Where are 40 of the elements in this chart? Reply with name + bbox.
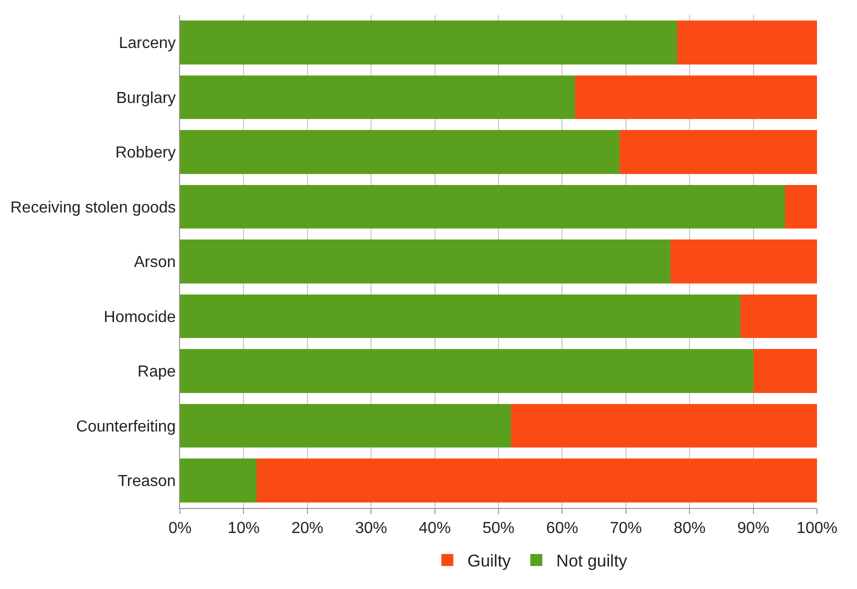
bar bbox=[511, 404, 817, 448]
x-tick-label: 50% bbox=[482, 520, 515, 538]
bar bbox=[180, 294, 741, 338]
bar bbox=[180, 184, 786, 229]
x-tick-label: 80% bbox=[674, 520, 706, 538]
x-tick-label: 0% bbox=[168, 520, 192, 538]
legend-label: Not guilty bbox=[556, 552, 628, 571]
y-tick-label: Homocide bbox=[104, 308, 176, 326]
x-tick-label: 20% bbox=[291, 520, 324, 538]
x-tick-label: 90% bbox=[737, 520, 770, 538]
bar bbox=[620, 130, 817, 174]
y-tick-label: Larceny bbox=[118, 34, 176, 52]
bar bbox=[753, 349, 817, 393]
bar bbox=[180, 404, 512, 448]
x-tick-label: 60% bbox=[546, 520, 578, 538]
bar bbox=[785, 184, 817, 229]
y-tick-label: Robbery bbox=[115, 144, 176, 162]
y-tick-label: Counterfeiting bbox=[76, 418, 176, 436]
x-tick-label: 10% bbox=[228, 520, 260, 538]
bar bbox=[670, 240, 817, 284]
bar bbox=[574, 75, 817, 120]
bar bbox=[676, 20, 817, 64]
x-tick-label: 70% bbox=[610, 520, 642, 538]
bar bbox=[180, 20, 677, 64]
y-tick-label: Burglary bbox=[116, 90, 176, 107]
bar bbox=[180, 349, 754, 393]
x-tick-label: 100% bbox=[796, 520, 838, 538]
y-tick-label: Treason bbox=[118, 473, 176, 490]
bar bbox=[740, 294, 817, 338]
legend-label: Guilty bbox=[467, 552, 512, 571]
y-tick-label: Arson bbox=[134, 254, 176, 272]
y-tick-label: Rape bbox=[138, 364, 176, 381]
bar bbox=[180, 240, 670, 284]
bar bbox=[180, 130, 620, 174]
x-tick-label: 30% bbox=[355, 520, 388, 538]
x-tick-label: 40% bbox=[418, 520, 451, 538]
bar bbox=[180, 75, 575, 120]
bar bbox=[180, 458, 256, 503]
bar bbox=[256, 458, 817, 503]
y-tick-label: Receiving stolen goods bbox=[10, 199, 176, 216]
